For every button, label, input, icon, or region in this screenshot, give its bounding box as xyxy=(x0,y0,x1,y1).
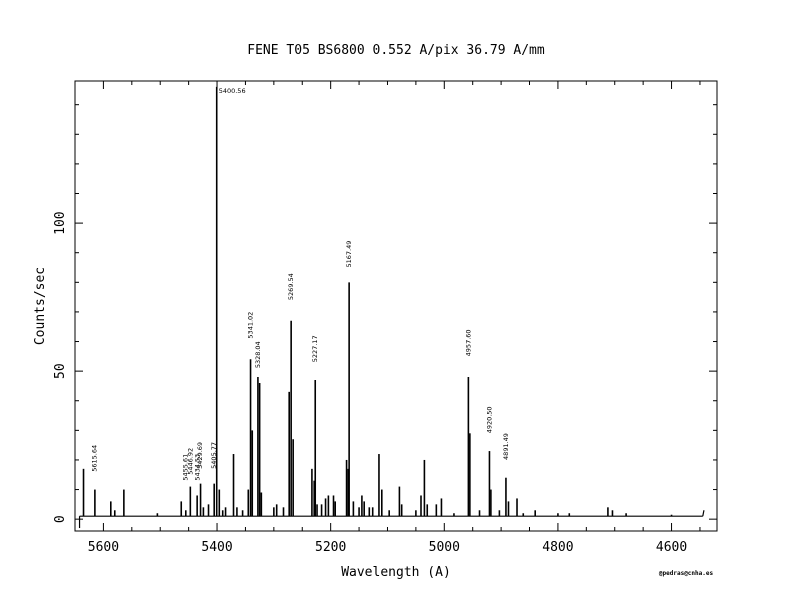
line-label: 5405.77 xyxy=(210,442,218,469)
line-label: 5434.53 xyxy=(193,454,201,481)
chart-title: FENE T05 BS6800 0.552 A/pix 36.79 A/mm xyxy=(247,43,545,58)
y-axis-label: Counts/sec xyxy=(33,267,48,345)
y-tick-label: 100 xyxy=(53,211,68,234)
x-tick-label: 4600 xyxy=(656,540,687,555)
x-tick-label: 5200 xyxy=(315,540,346,555)
line-label: 5269.54 xyxy=(287,273,295,300)
y-tick-label: 0 xyxy=(53,515,68,523)
x-axis-ticks: 5600 5400 5200 5000 4800 4600 xyxy=(74,81,701,555)
line-label: 5167.49 xyxy=(345,241,353,268)
spectrum-series xyxy=(78,86,705,529)
y-tick-label: 50 xyxy=(53,363,68,379)
line-label: 4920.50 xyxy=(485,406,493,433)
line-label: 5328.04 xyxy=(254,341,262,368)
line-label: 4957.60 xyxy=(464,329,472,356)
line-label: 5227.17 xyxy=(311,335,319,362)
spectrum-edge xyxy=(702,510,705,517)
line-label: 5429.69 xyxy=(196,442,204,469)
line-label: 5615.64 xyxy=(91,445,99,472)
y-axis-ticks: 0 50 100 xyxy=(53,104,717,523)
plot-frame xyxy=(74,80,718,532)
x-tick-label: 5400 xyxy=(201,540,232,555)
credit-text: @pedras@cnha.es xyxy=(659,570,714,577)
line-label: 5446.92 xyxy=(186,448,194,475)
x-tick-label: 4800 xyxy=(542,540,573,555)
line-label: 5400.56 xyxy=(219,87,246,95)
line-label: 5341.02 xyxy=(247,312,255,339)
line-label: 4891.49 xyxy=(502,433,510,460)
x-tick-label: 5600 xyxy=(88,540,119,555)
line-label: 5455.61 xyxy=(181,454,189,481)
x-axis-label: Wavelength (A) xyxy=(341,565,451,580)
x-tick-label: 5000 xyxy=(429,540,460,555)
